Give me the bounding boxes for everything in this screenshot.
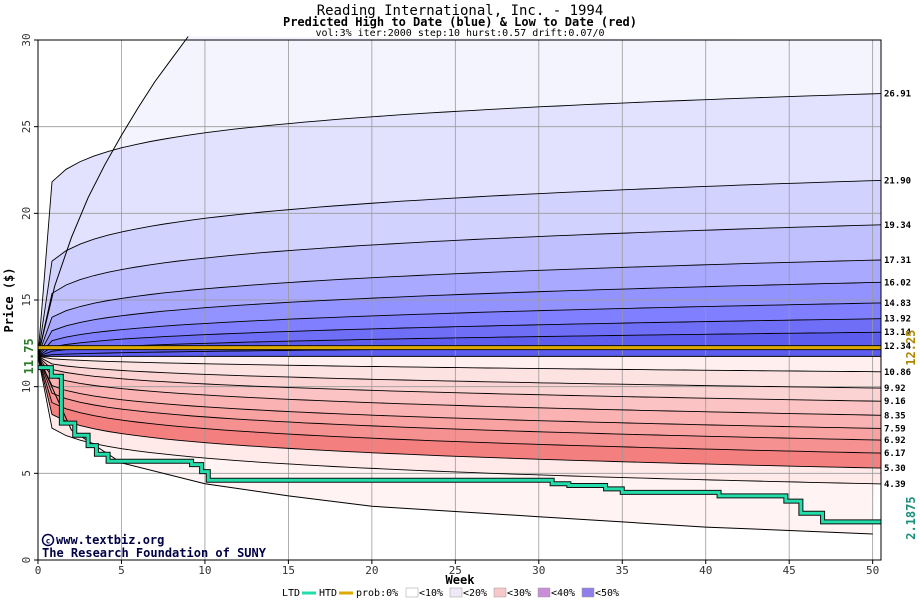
low-quantile-label: 6.17	[884, 449, 906, 459]
quantile-labels: 26.91 21.90 19.34 17.31 16.02 14.83 13.92 13.14…	[884, 90, 912, 490]
x-tick-label: 40	[699, 564, 712, 577]
x-axis-label: Week	[446, 573, 476, 587]
low-quantile-label: 10.86	[884, 368, 911, 378]
high-quantile-line-1	[37, 179, 882, 357]
legend-bucket-label: <50%	[595, 588, 619, 599]
simulation-params: vol:3% iter:2000 step:10 hurst:0.57 drif…	[316, 28, 605, 39]
low-quantile-label: 9.92	[884, 384, 906, 394]
legend-bucket-swatch	[537, 587, 551, 598]
y-tick-label: 5	[20, 470, 33, 477]
x-tick-label: 20	[365, 564, 378, 577]
y-tick-label: 20	[20, 207, 33, 220]
legend: LTD HTD prob:0% <10% <20% <30% <40% <50%	[282, 587, 619, 599]
x-tick-label: 35	[616, 564, 629, 577]
low-quantile-label: 7.59	[884, 424, 906, 434]
low-quantile-label: 4.39	[884, 480, 906, 490]
low-quantile-line-3	[37, 356, 882, 416]
y-tick-label: 0	[20, 557, 33, 564]
y-tick-label: 15	[20, 293, 33, 306]
high-quantile-label: 13.14	[884, 328, 912, 338]
low-quantile-line-8	[37, 356, 882, 485]
legend-bucket-swatch	[449, 587, 463, 598]
x-tick-label: 50	[866, 564, 879, 577]
low-quantile-line-5	[37, 356, 882, 441]
high-quantile-label: 17.31	[884, 256, 911, 266]
low-quantile-line-4	[37, 356, 882, 429]
high-quantile-label: 13.92	[884, 315, 911, 325]
low-quantile-line-0	[37, 355, 882, 373]
grid-lines	[37, 39, 881, 561]
chart-subtitle: Predicted High to Date (blue) & Low to D…	[283, 15, 637, 29]
low-quantile-line-1	[37, 355, 882, 389]
x-tick-label: 5	[118, 564, 125, 577]
high-quantile-label: 16.02	[884, 278, 911, 288]
legend-bucket-swatch	[581, 587, 595, 598]
y-axis-ticks: 0 5 10 15 20 25 30	[20, 33, 38, 563]
legend-bucket-label: <30%	[507, 588, 531, 599]
high-quantile-line-6	[37, 318, 882, 357]
high-quantile-line-7	[37, 331, 882, 357]
high-quantile-line-2	[37, 224, 882, 357]
legend-ltd-label: LTD	[282, 588, 300, 599]
credits-site: www.textbiz.org	[56, 533, 164, 547]
y-tick-label: 10	[20, 380, 33, 393]
legend-htd-label: HTD	[319, 588, 337, 599]
copyright-icon-letter: c	[46, 537, 51, 546]
high-quantile-label: 12.34	[884, 342, 912, 352]
low-quantile-line-2	[37, 355, 882, 402]
x-axis-ticks: 0 5 10 15 20 25 30 35 40 45 50	[35, 560, 879, 577]
credits-org: The Research Foundation of SUNY	[42, 546, 267, 560]
x-tick-label: 10	[198, 564, 211, 577]
price-series	[38, 345, 881, 525]
high-quantile-label: 14.83	[884, 299, 911, 309]
legend-bucket-swatch	[405, 587, 419, 598]
low-quantile-label: 6.92	[884, 436, 906, 446]
low-quantile-label: 8.35	[884, 411, 906, 421]
x-tick-label: 0	[35, 564, 42, 577]
x-tick-label: 25	[449, 564, 462, 577]
x-tick-label: 30	[532, 564, 545, 577]
legend-prob-label: prob:0%	[356, 588, 398, 599]
ltd-line	[38, 366, 881, 524]
low-quantile-line-6	[37, 356, 882, 454]
high-quantile-label: 26.91	[884, 90, 911, 100]
high-quantile-label: 21.90	[884, 176, 911, 186]
current-price-label: 12.25	[904, 330, 918, 366]
high-quantile-line-4	[37, 281, 882, 357]
legend-bucket-label: <10%	[419, 588, 443, 599]
high-quantile-line-0	[37, 93, 882, 357]
low-quantile-line-7	[37, 356, 882, 469]
high-quantile-line-5	[37, 302, 882, 357]
band-low-9	[38, 356, 881, 372]
y-axis-label: Price ($)	[2, 267, 16, 332]
low-quantile-label: 9.16	[884, 397, 906, 407]
low-to-date-final-label: 2.1875	[904, 496, 918, 539]
low-extreme-line	[37, 356, 873, 535]
credits: c www.textbiz.org The Research Foundatio…	[41, 533, 267, 560]
legend-bucket-label: <40%	[551, 588, 575, 599]
x-tick-label: 45	[783, 564, 796, 577]
legend-bucket-label: <20%	[463, 588, 487, 599]
high-quantile-label: 19.34	[884, 221, 912, 231]
chart-title: Reading International, Inc. - 1994	[317, 3, 604, 19]
copyright-icon	[41, 533, 55, 547]
x-tick-label: 15	[282, 564, 295, 577]
y-tick-label: 30	[20, 33, 33, 46]
start-price-label: 11.75	[22, 338, 36, 374]
low-quantile-label: 5.30	[884, 464, 906, 474]
y-tick-label: 25	[20, 120, 33, 133]
legend-bucket-swatch	[493, 587, 507, 598]
high-quantile-line-3	[37, 259, 882, 357]
